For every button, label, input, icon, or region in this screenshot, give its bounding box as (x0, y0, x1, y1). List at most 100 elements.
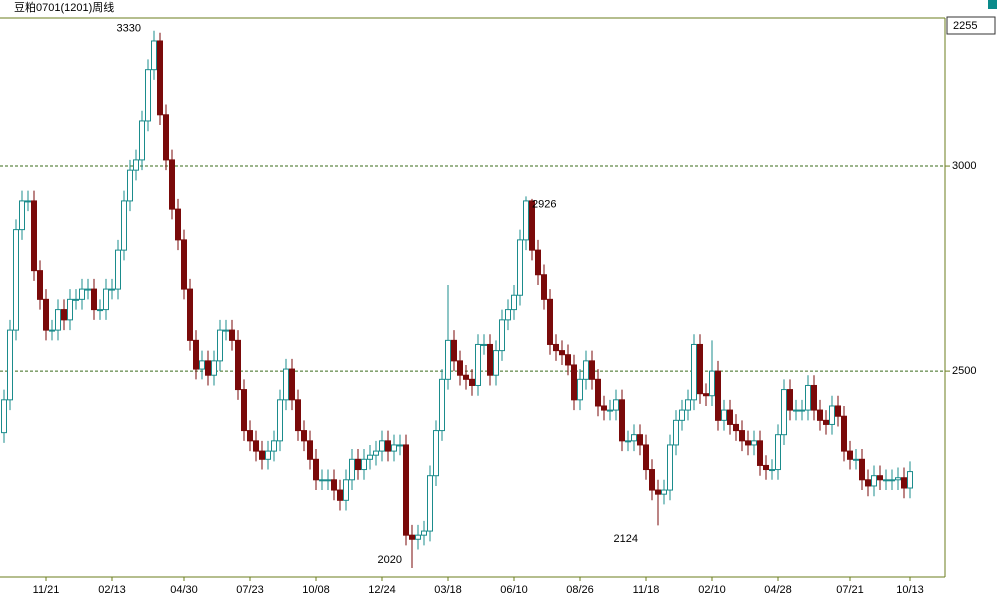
candle-body (439, 378, 445, 432)
candle-body (145, 69, 151, 122)
candle-body (745, 440, 751, 446)
x-tick-label: 10/13 (896, 584, 924, 596)
candle-body (883, 479, 889, 482)
candle-body (661, 489, 667, 495)
x-tick-label: 10/08 (302, 584, 330, 596)
x-tick-label: 08/26 (566, 584, 594, 596)
x-tick-label: 02/13 (98, 584, 126, 596)
x-tick-label: 11/18 (633, 584, 660, 596)
x-tick-label: 04/30 (170, 584, 198, 596)
x-tick-label: 11/21 (33, 584, 60, 596)
candle-body (523, 200, 529, 241)
candle-body (781, 389, 787, 436)
candle-body (583, 360, 589, 380)
candle-body (109, 288, 115, 291)
extreme-label: 2926 (532, 198, 556, 210)
candle-body (739, 430, 745, 442)
candle-body (403, 444, 409, 536)
candle-body (445, 339, 451, 380)
candle-body (421, 530, 427, 536)
candle-body (157, 40, 163, 116)
x-tick-label: 02/10 (698, 584, 726, 596)
extreme-label: 3330 (117, 23, 141, 35)
candle-body (451, 339, 457, 362)
candle-body (493, 350, 499, 376)
candle-body (859, 458, 865, 481)
candle-body (283, 368, 289, 401)
candle-body (871, 475, 877, 487)
candle-body (517, 239, 523, 296)
candle-body (85, 288, 91, 291)
x-tick-label: 03/18 (434, 584, 462, 596)
candle-body (127, 169, 133, 202)
candle-body (133, 159, 139, 171)
candle-body (43, 298, 49, 331)
candle-body (103, 288, 109, 311)
candle-body (721, 409, 727, 421)
candle-body (307, 440, 313, 460)
candle-body (241, 389, 247, 432)
candle-body (427, 475, 433, 532)
candle-body (613, 399, 619, 411)
x-tick-label: 12/24 (368, 584, 396, 596)
candle-body (895, 477, 901, 481)
candle-body (787, 389, 793, 411)
candle-body (637, 434, 643, 446)
candle-body (7, 329, 13, 401)
candle-body (817, 409, 823, 421)
candle-body (91, 288, 97, 311)
candle-body (505, 309, 511, 321)
candle-body (829, 405, 835, 425)
candle-body (187, 288, 193, 341)
candle-body (799, 409, 805, 412)
candle-body (139, 120, 145, 161)
candle-body (769, 469, 775, 472)
candle-body (457, 360, 463, 376)
candle-body (847, 450, 853, 460)
candle-body (385, 440, 391, 452)
candle-body (271, 440, 277, 452)
candle-body (277, 399, 283, 442)
candle-body (673, 419, 679, 446)
candle-body (577, 378, 583, 401)
candle-body (205, 360, 211, 376)
chart-title: 豆粕0701(1201)周线 (14, 0, 114, 14)
candle-body (313, 458, 319, 481)
candle-body (355, 458, 361, 471)
candle-body (289, 368, 295, 401)
x-tick-label: 06/10 (500, 584, 528, 596)
candle-body (25, 200, 31, 203)
candle-body (37, 270, 43, 300)
candle-body (397, 444, 403, 447)
candle-body (685, 399, 691, 411)
candle-body (865, 479, 871, 487)
candle-body (757, 440, 763, 466)
candle-body (217, 329, 223, 362)
candle-body (115, 249, 121, 290)
candle-body (907, 471, 913, 489)
candle-body (841, 415, 847, 452)
candle-body (295, 399, 301, 432)
candle-body (733, 423, 739, 432)
candle-body (559, 350, 565, 356)
candle-body (553, 343, 559, 352)
candle-body (79, 288, 85, 300)
candle-body (709, 370, 715, 397)
candle-body (595, 378, 601, 407)
candle-body (703, 393, 709, 397)
candle-body (163, 114, 169, 161)
candle-body (541, 274, 547, 300)
candle-body (601, 405, 607, 411)
candle-body (547, 298, 553, 345)
candle-body (715, 370, 721, 421)
candle-body (529, 200, 535, 251)
candle-body (619, 399, 625, 442)
candle-body (181, 239, 187, 290)
candle-body (175, 208, 181, 241)
candle-body (433, 430, 439, 477)
candle-body (499, 319, 505, 352)
candle-body (481, 343, 487, 346)
candle-body (631, 434, 637, 442)
candle-body (763, 464, 769, 471)
